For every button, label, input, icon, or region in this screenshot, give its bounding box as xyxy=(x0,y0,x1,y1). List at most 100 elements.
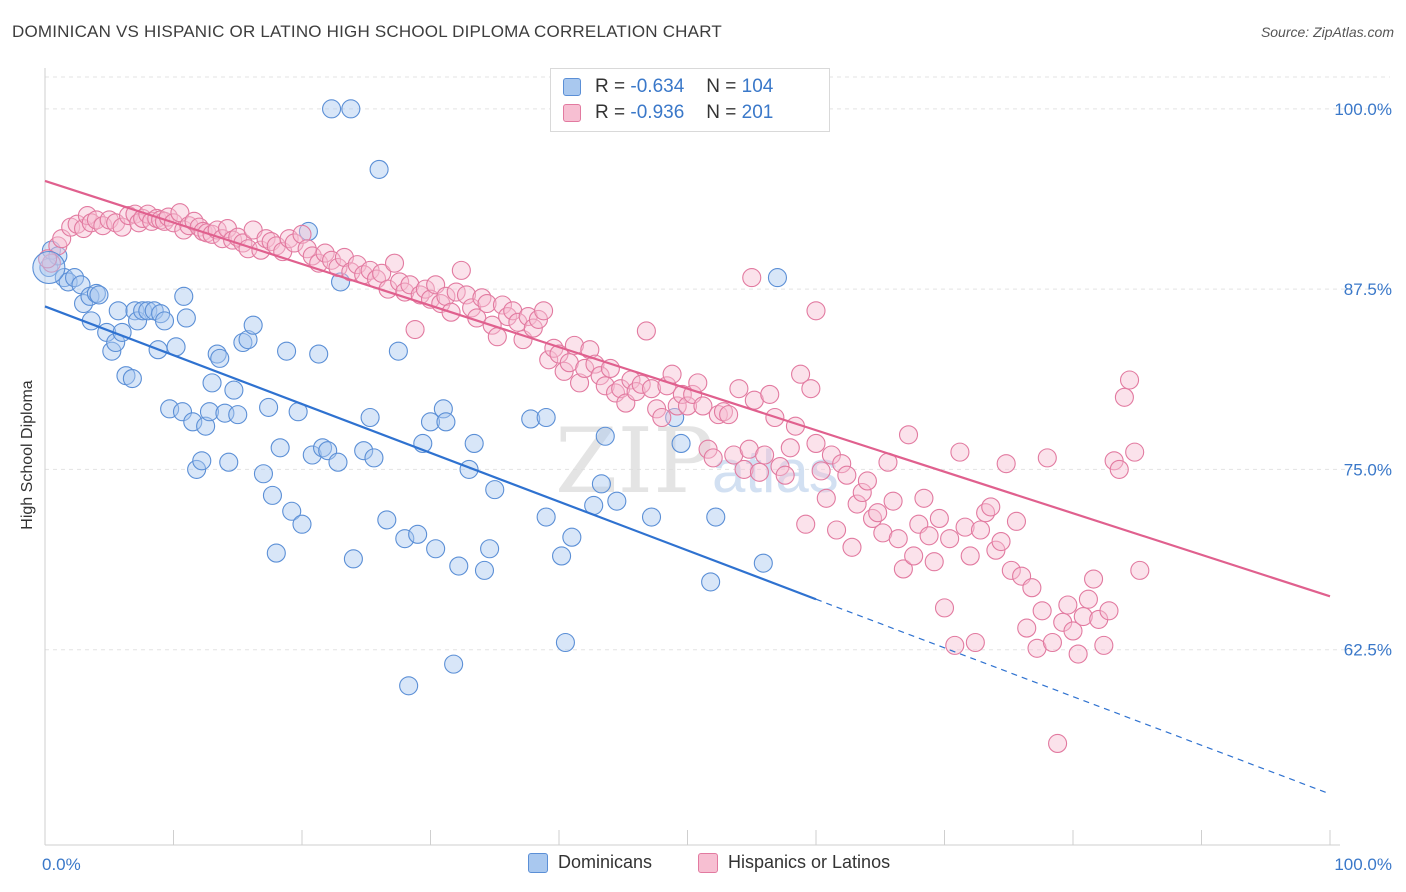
hispanic-point xyxy=(857,471,877,491)
hispanic-point xyxy=(734,459,754,479)
hispanic-point xyxy=(719,405,739,425)
dominican-point xyxy=(536,407,556,428)
hispanic-point xyxy=(400,275,420,295)
dominican-point xyxy=(354,441,374,461)
hispanic-point xyxy=(742,268,762,288)
dominican-point xyxy=(253,464,274,484)
chart-title: DOMINICAN VS HISPANIC OR LATINO HIGH SCH… xyxy=(12,22,722,41)
dominican-point xyxy=(282,501,302,521)
dominican-point xyxy=(591,474,611,494)
hispanic-point xyxy=(451,260,471,280)
legend-r-label: R = xyxy=(595,102,626,123)
dominican-point xyxy=(313,438,333,458)
hispanic-point xyxy=(791,364,811,384)
dominican-point xyxy=(292,514,312,534)
hispanic-point xyxy=(1094,635,1114,655)
dominican-point xyxy=(360,407,380,428)
dominican-trend-extension xyxy=(815,598,1331,795)
hispanic-point xyxy=(755,445,775,465)
hispanic-point xyxy=(570,373,590,393)
hispanic-point xyxy=(862,508,883,529)
hispanic-point xyxy=(580,340,600,360)
hispanic-point xyxy=(1099,601,1119,621)
dominican-point xyxy=(262,485,282,505)
hispanic-point xyxy=(960,546,980,566)
dominican-point xyxy=(328,452,348,472)
hispanic-point xyxy=(575,358,595,379)
source-label: Source: ZipAtlas.com xyxy=(1260,24,1394,40)
hispanic-point xyxy=(672,384,692,404)
hispanic-point xyxy=(1078,589,1098,609)
dominican-point xyxy=(552,546,572,566)
hispanic-point xyxy=(806,301,826,321)
legend-r-label: R = xyxy=(595,76,626,97)
watermark-zip: ZIP xyxy=(555,409,714,514)
hispanic-point xyxy=(410,285,430,305)
hispanic-point xyxy=(415,279,435,299)
hispanic-point xyxy=(477,294,497,314)
hispanic-point xyxy=(832,454,852,474)
hispanic-point xyxy=(996,454,1016,474)
legend-swatch-hispanics xyxy=(698,852,718,873)
dominican-point xyxy=(408,524,428,544)
dominican-point xyxy=(595,426,615,446)
hispanic-point xyxy=(827,520,847,540)
hispanic-point xyxy=(991,531,1011,552)
hispanic-point xyxy=(631,374,651,394)
hispanic-point xyxy=(775,465,795,485)
legend-n-label: N = xyxy=(706,76,737,97)
hispanic-point xyxy=(590,366,610,386)
hispanic-point xyxy=(919,526,939,546)
hispanic-point xyxy=(1130,560,1150,580)
dominican-trend-line xyxy=(44,305,817,601)
legend-item-dominicans[interactable]: Dominicans xyxy=(528,852,652,873)
data-points xyxy=(32,99,1150,754)
hispanic-point xyxy=(898,425,919,445)
hispanic-point xyxy=(796,514,816,534)
dominican-point xyxy=(521,409,541,429)
hispanic-point xyxy=(384,253,405,273)
hispanic-point xyxy=(1109,459,1129,479)
hispanic-point xyxy=(1119,370,1140,390)
hispanic-point xyxy=(1048,733,1068,754)
hispanic-point xyxy=(1073,606,1093,627)
dominican-point xyxy=(309,344,329,364)
hispanic-point xyxy=(539,350,559,370)
y-tick-label: 75.0% xyxy=(1344,460,1392,479)
axes xyxy=(44,68,1340,846)
hispanic-point xyxy=(934,598,955,618)
dominican-point xyxy=(302,445,322,465)
legend-swatch-dominicans xyxy=(528,852,548,873)
hispanic-point xyxy=(472,288,492,308)
hispanic-point xyxy=(713,402,734,422)
grid-lines xyxy=(45,76,1390,651)
dominican-point xyxy=(259,397,279,417)
dominican-point xyxy=(671,433,691,454)
hispanic-point xyxy=(847,494,867,514)
hispanic-point xyxy=(955,517,975,537)
legend-swatch-hispanics xyxy=(563,104,581,122)
legend-item-hispanics[interactable]: Hispanics or Latinos xyxy=(698,852,890,873)
dominican-point xyxy=(210,348,230,368)
hispanic-point xyxy=(405,319,425,340)
hispanic-point xyxy=(315,243,335,263)
dominican-point xyxy=(753,553,773,573)
dominican-point xyxy=(322,99,342,119)
hispanic-point xyxy=(749,462,770,482)
dominican-point xyxy=(444,654,464,674)
hispanic-point xyxy=(904,546,924,566)
dominican-point xyxy=(127,311,148,331)
legend-row-hispanics: R = -0.936 N = 201 xyxy=(563,102,773,124)
dominican-point xyxy=(536,507,556,527)
hispanic-point xyxy=(950,442,970,462)
dominican-point xyxy=(266,543,286,563)
hispanic-point xyxy=(636,321,656,341)
dominican-point xyxy=(89,285,109,305)
hispanic-point xyxy=(729,379,749,399)
hispanic-point xyxy=(780,438,800,458)
dominican-point xyxy=(562,527,582,547)
dominican-point xyxy=(399,676,419,696)
hispanic-point xyxy=(816,488,836,508)
dominican-point xyxy=(192,451,212,471)
